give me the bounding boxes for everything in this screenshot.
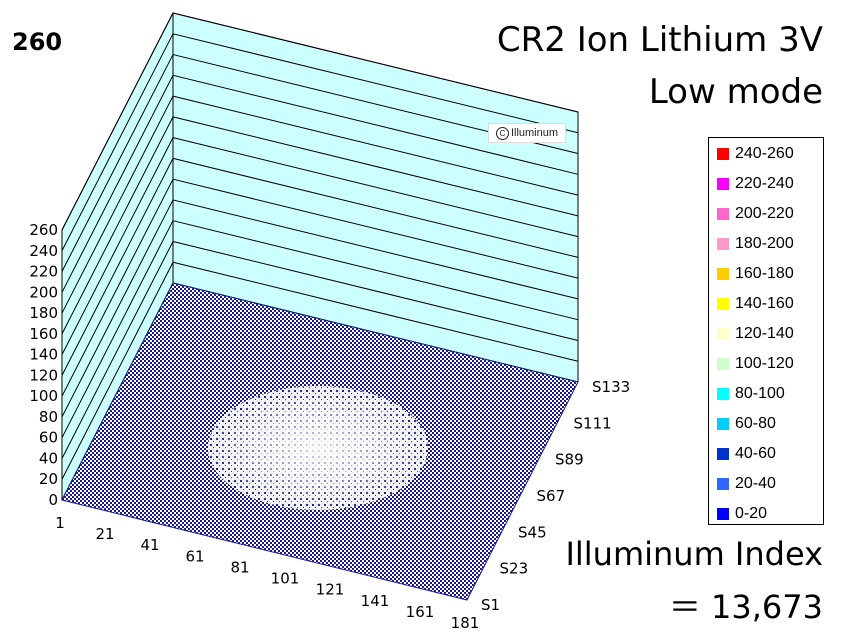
x-tick-label: 1 bbox=[55, 514, 65, 532]
legend-label: 0-20 bbox=[735, 505, 768, 522]
legend-item: 120-140 bbox=[717, 324, 794, 344]
gridline bbox=[61, 157, 579, 376]
z-tick-label: 180 bbox=[29, 304, 58, 322]
z-tick-label: 120 bbox=[29, 366, 58, 384]
legend-item: 200-220 bbox=[717, 204, 794, 224]
legend-item: 0-20 bbox=[717, 504, 767, 524]
z-tick-label: 60 bbox=[39, 429, 58, 447]
legend-item: 100-120 bbox=[717, 354, 794, 374]
legend-label: 20-40 bbox=[735, 475, 776, 492]
z-tick-label: 240 bbox=[29, 242, 58, 260]
legend-swatch bbox=[717, 358, 729, 370]
gridline bbox=[61, 137, 579, 355]
legend-swatch bbox=[717, 418, 729, 430]
x-tick-label: 21 bbox=[95, 525, 114, 543]
legend-swatch bbox=[717, 448, 729, 460]
chart-subtitle: Low mode bbox=[648, 72, 823, 112]
legend-item: 220-240 bbox=[717, 174, 794, 194]
gridline bbox=[61, 261, 579, 480]
z-tick-label: 260 bbox=[29, 221, 58, 239]
legend-item: 60-80 bbox=[717, 414, 776, 434]
legend-label: 100-120 bbox=[735, 355, 794, 372]
chart-floor bbox=[61, 282, 579, 601]
x-tick-label: 101 bbox=[271, 570, 300, 588]
legend-item: 80-100 bbox=[717, 384, 785, 404]
legend-label: 60-80 bbox=[735, 415, 776, 432]
max-value-label: 260 bbox=[12, 28, 63, 56]
legend-swatch bbox=[717, 268, 729, 280]
watermark: C Illuminum bbox=[488, 123, 566, 143]
watermark-text: Illuminum bbox=[510, 127, 559, 139]
z-tick-label: 20 bbox=[39, 470, 58, 488]
legend-label: 200-220 bbox=[735, 205, 794, 222]
z-tick-label: 80 bbox=[39, 408, 58, 426]
gridline bbox=[61, 116, 579, 335]
legend-item: 180-200 bbox=[717, 234, 794, 254]
y-tick-label: S1 bbox=[481, 596, 500, 614]
gridline bbox=[61, 12, 579, 231]
z-tick-label: 100 bbox=[29, 387, 58, 405]
legend-swatch bbox=[717, 328, 729, 340]
gridline bbox=[61, 95, 579, 314]
legend-item: 140-160 bbox=[717, 294, 794, 314]
legend-item: 40-60 bbox=[717, 444, 776, 464]
index-value: ＝ 13,673 bbox=[668, 588, 823, 626]
gridline bbox=[61, 220, 579, 438]
beam-hotspot-glow bbox=[213, 390, 423, 506]
legend-item: 160-180 bbox=[717, 264, 794, 284]
legend-label: 140-160 bbox=[735, 295, 794, 312]
legend-label: 40-60 bbox=[735, 445, 776, 462]
legend-swatch bbox=[717, 208, 729, 220]
legend-swatch bbox=[717, 178, 729, 190]
legend-swatch bbox=[717, 478, 729, 490]
legend-item: 240-260 bbox=[717, 144, 794, 164]
legend-label: 120-140 bbox=[735, 325, 794, 342]
copyright-icon: C bbox=[495, 126, 509, 140]
legend-swatch bbox=[717, 388, 729, 400]
legend-swatch bbox=[717, 238, 729, 250]
gridline bbox=[61, 178, 579, 397]
x-tick-label: 121 bbox=[316, 581, 345, 599]
z-axis: 0 20 40 60 80 100 120 140 160 180 200 220 240 260 bbox=[29, 221, 58, 509]
legend-label: 180-200 bbox=[735, 235, 794, 252]
legend-label: 80-100 bbox=[735, 385, 785, 402]
y-tick-label: S45 bbox=[518, 523, 547, 541]
legend-swatch bbox=[717, 298, 729, 310]
gridline bbox=[61, 199, 579, 418]
z-tick-label: 200 bbox=[29, 283, 58, 301]
x-tick-label: 141 bbox=[361, 592, 390, 610]
z-tick-label: 160 bbox=[29, 325, 58, 343]
y-tick-label: S133 bbox=[592, 378, 630, 396]
index-label: Illuminum Index bbox=[565, 535, 823, 573]
y-tick-label: S89 bbox=[555, 451, 584, 469]
z-tick-label: 140 bbox=[29, 346, 58, 364]
legend-label: 160-180 bbox=[735, 265, 794, 282]
gridline bbox=[61, 74, 579, 293]
legend-item: 20-40 bbox=[717, 474, 776, 494]
x-tick-label: 81 bbox=[230, 558, 249, 576]
x-tick-label: 181 bbox=[451, 614, 480, 632]
z-tick-label: 40 bbox=[39, 449, 58, 467]
chart-title: CR2 Ion Lithium 3V bbox=[496, 20, 823, 60]
legend: 240-260 220-240 200-220 180-200 160-180 140-1… bbox=[708, 137, 824, 525]
legend-label: 240-260 bbox=[735, 145, 794, 162]
gridline bbox=[61, 240, 579, 459]
legend-swatch bbox=[717, 148, 729, 160]
x-tick-label: 41 bbox=[140, 536, 159, 554]
x-tick-label: 61 bbox=[185, 547, 204, 565]
y-tick-label: S23 bbox=[500, 560, 529, 578]
legend-label: 220-240 bbox=[735, 175, 794, 192]
x-tick-label: 161 bbox=[406, 603, 435, 621]
legend-swatch bbox=[717, 508, 729, 520]
y-tick-label: S111 bbox=[574, 414, 612, 432]
z-tick-label: 0 bbox=[48, 491, 58, 509]
y-tick-label: S67 bbox=[537, 487, 566, 505]
gridline bbox=[61, 33, 579, 251]
gridline bbox=[61, 53, 579, 272]
z-tick-label: 220 bbox=[29, 263, 58, 281]
